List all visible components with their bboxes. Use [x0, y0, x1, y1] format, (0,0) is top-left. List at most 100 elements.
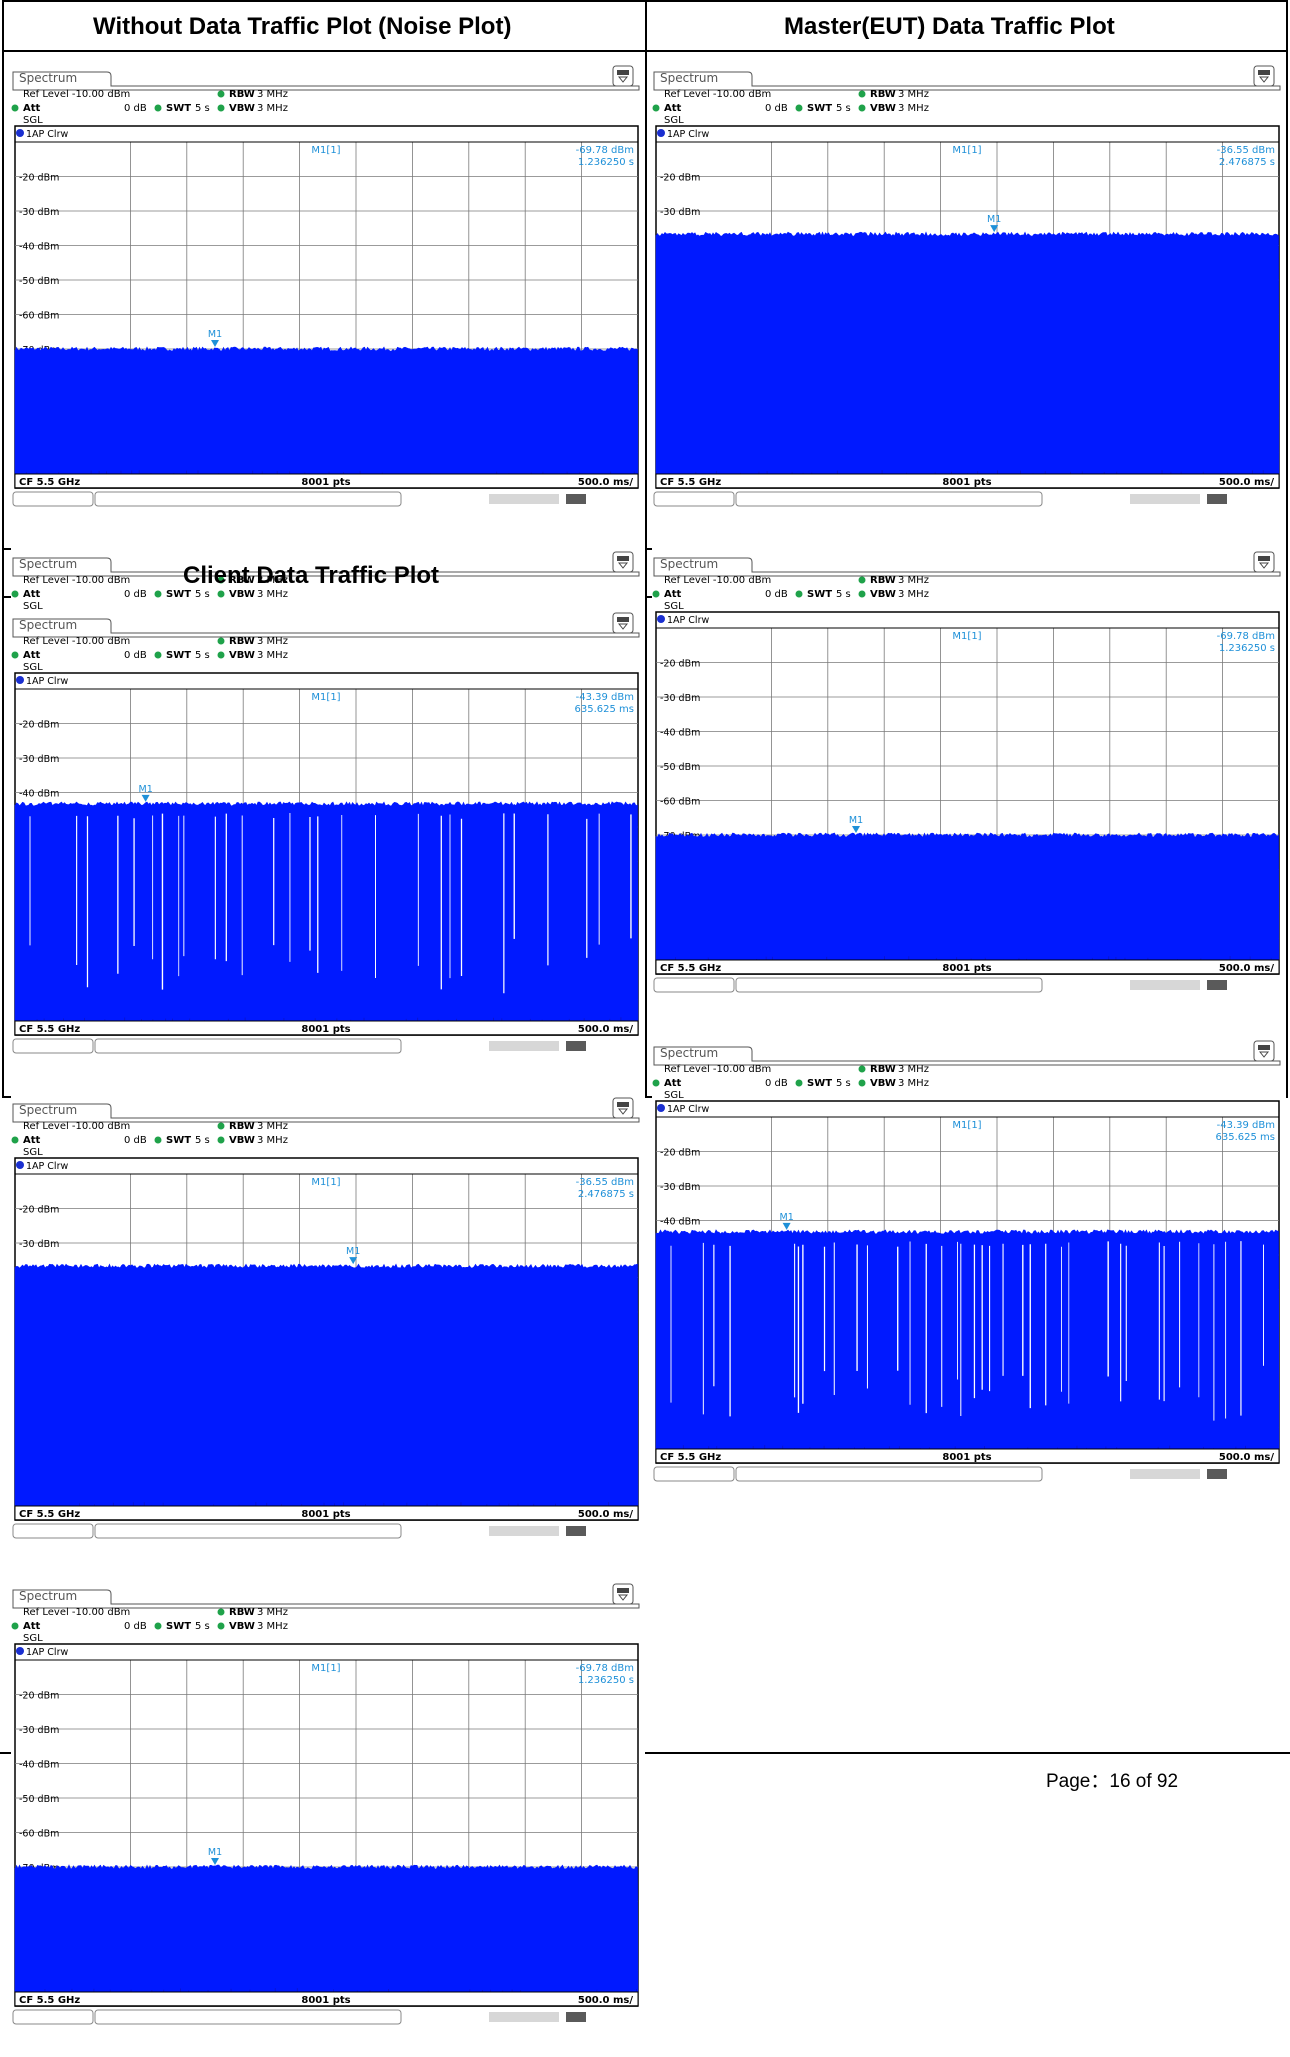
swt-led [795, 1079, 803, 1087]
y-tick-label: -60 dBm [660, 797, 700, 808]
vbw-label: VBW [229, 1621, 255, 1632]
marker-name: M1[1] [311, 692, 340, 703]
swt-led [154, 651, 162, 659]
status-icon [1207, 494, 1227, 504]
status-field-middle [735, 977, 1043, 993]
marker-value: -69.78 dBm [576, 145, 634, 156]
att-led [652, 590, 660, 598]
display-icon-bar [617, 556, 629, 561]
status-field-left [12, 1038, 94, 1054]
swt-label: SWT [166, 1621, 191, 1632]
trace-area [14, 801, 639, 1036]
vbw-label: VBW [870, 103, 896, 114]
swt-value: 5 s [195, 589, 210, 600]
rbw-value: 3 MHz [257, 89, 288, 100]
row1-bottom-border [2, 548, 1288, 550]
spectrum-tab-label: Spectrum [660, 1046, 718, 1060]
marker-name: M1[1] [311, 1177, 340, 1188]
spectrum-tab [653, 557, 1281, 577]
vbw-label: VBW [229, 650, 255, 661]
vbw-led [858, 104, 866, 112]
spectrum-svg: Spectrum Ref Level -10.00 dBm RBW 3 MHz Att 0… [652, 1040, 1281, 1482]
noise-plot-heading: Without Data Traffic Plot (Noise Plot) [93, 13, 512, 40]
marker-value: -69.78 dBm [576, 1663, 634, 1674]
att-label: Att [664, 103, 682, 114]
spectrum-noise-plot-right: Spectrum Ref Level -10.00 dBm RBW 3 MHz Att 0… [652, 548, 1286, 1025]
vbw-value: 3 MHz [257, 103, 288, 114]
display-icon [1253, 1040, 1275, 1062]
swt-led [154, 590, 162, 598]
spectrum-tab [12, 1589, 640, 1609]
att-value: 0 dB [124, 589, 147, 600]
ref-level-label: Ref Level -10.00 dBm [23, 636, 130, 647]
att-led [11, 590, 19, 598]
vbw-led [217, 1622, 225, 1630]
rbw-label: RBW [229, 636, 255, 647]
rbw-label: RBW [229, 575, 255, 586]
sweep-mode: SGL [664, 115, 684, 126]
y-tick-label: -40 dBm [19, 1760, 59, 1771]
att-label: Att [23, 103, 41, 114]
sweep-mode: SGL [23, 601, 43, 612]
spectrum-svg: Spectrum Ref Level -10.00 dBm RBW 3 MHz Att 0… [11, 1097, 640, 1539]
vbw-label: VBW [870, 589, 896, 600]
display-icon-bar [617, 1588, 629, 1593]
chevron-down-icon [617, 1594, 629, 1601]
marker-time: 1.236250 s [1219, 643, 1275, 654]
trace-label: 1AP Clrw [26, 1161, 68, 1172]
swt-value: 5 s [195, 1135, 210, 1146]
y-tick-label: -30 dBm [19, 1725, 59, 1736]
ref-level-label: Ref Level -10.00 dBm [23, 1121, 130, 1132]
rbw-led [217, 637, 225, 645]
status-icon [566, 1041, 586, 1051]
spectrum-master-plot-lower: Spectrum Ref Level -10.00 dBm RBW 3 MHz Att 0… [11, 1094, 645, 1571]
swt-value: 5 s [836, 1078, 851, 1089]
sweep-mode: SGL [664, 1090, 684, 1101]
vbw-label: VBW [229, 103, 255, 114]
y-tick-label: -20 dBm [19, 1205, 59, 1216]
att-value: 0 dB [124, 1621, 147, 1632]
trace-indicator [657, 129, 665, 137]
status-icon [1207, 1469, 1227, 1479]
trace-indicator [16, 1647, 24, 1655]
vbw-value: 3 MHz [257, 650, 288, 661]
trace-area [655, 832, 1280, 975]
trace-label: 1AP Clrw [667, 1104, 709, 1115]
att-led [652, 1079, 660, 1087]
att-led [11, 1136, 19, 1144]
span-label: 500.0 ms/ [1219, 477, 1274, 488]
spectrum-noise-plot: Spectrum Ref Level -10.00 dBm RBW 3 MHz Att 0… [11, 62, 645, 539]
marker-time: 635.625 ms [1216, 1132, 1275, 1143]
status-field-left [653, 491, 735, 507]
y-tick-label: -30 dBm [19, 1239, 59, 1250]
spectrum-client-plot-right: Spectrum Ref Level -10.00 dBm RBW 3 MHz Att 0… [652, 1037, 1286, 1514]
spectrum-svg: Spectrum Ref Level -10.00 dBm RBW 3 MHz Att 0… [11, 65, 640, 507]
cf-label: CF 5.5 GHz [19, 477, 80, 488]
trace-label: 1AP Clrw [26, 129, 68, 140]
display-icon-bar [1258, 70, 1270, 75]
y-tick-label: -30 dBm [660, 207, 700, 218]
rbw-value: 3 MHz [257, 1607, 288, 1618]
y-tick-label: -60 dBm [19, 311, 59, 322]
cf-label: CF 5.5 GHz [660, 477, 721, 488]
trace-indicator [16, 129, 24, 137]
chevron-down-icon [617, 76, 629, 83]
trace-label: 1AP Clrw [26, 676, 68, 687]
rbw-value: 3 MHz [257, 575, 288, 586]
progress-track [489, 494, 559, 504]
spectrum-tab-label: Spectrum [660, 557, 718, 571]
span-label: 500.0 ms/ [578, 1995, 633, 2006]
progress-track [1130, 980, 1200, 990]
att-label: Att [23, 1621, 41, 1632]
sweep-mode: SGL [664, 601, 684, 612]
ref-level-label: Ref Level -10.00 dBm [664, 89, 771, 100]
rbw-led [858, 576, 866, 584]
marker-triangle [782, 1222, 791, 1230]
spectrum-svg: Spectrum Ref Level -10.00 dBm RBW 3 MHz Att 0… [652, 551, 1281, 993]
swt-value: 5 s [195, 650, 210, 661]
pts-label: 8001 pts [942, 1452, 991, 1463]
rbw-value: 3 MHz [898, 575, 929, 586]
display-icon [612, 612, 634, 634]
status-field-middle [94, 491, 402, 507]
vbw-value: 3 MHz [257, 1621, 288, 1632]
